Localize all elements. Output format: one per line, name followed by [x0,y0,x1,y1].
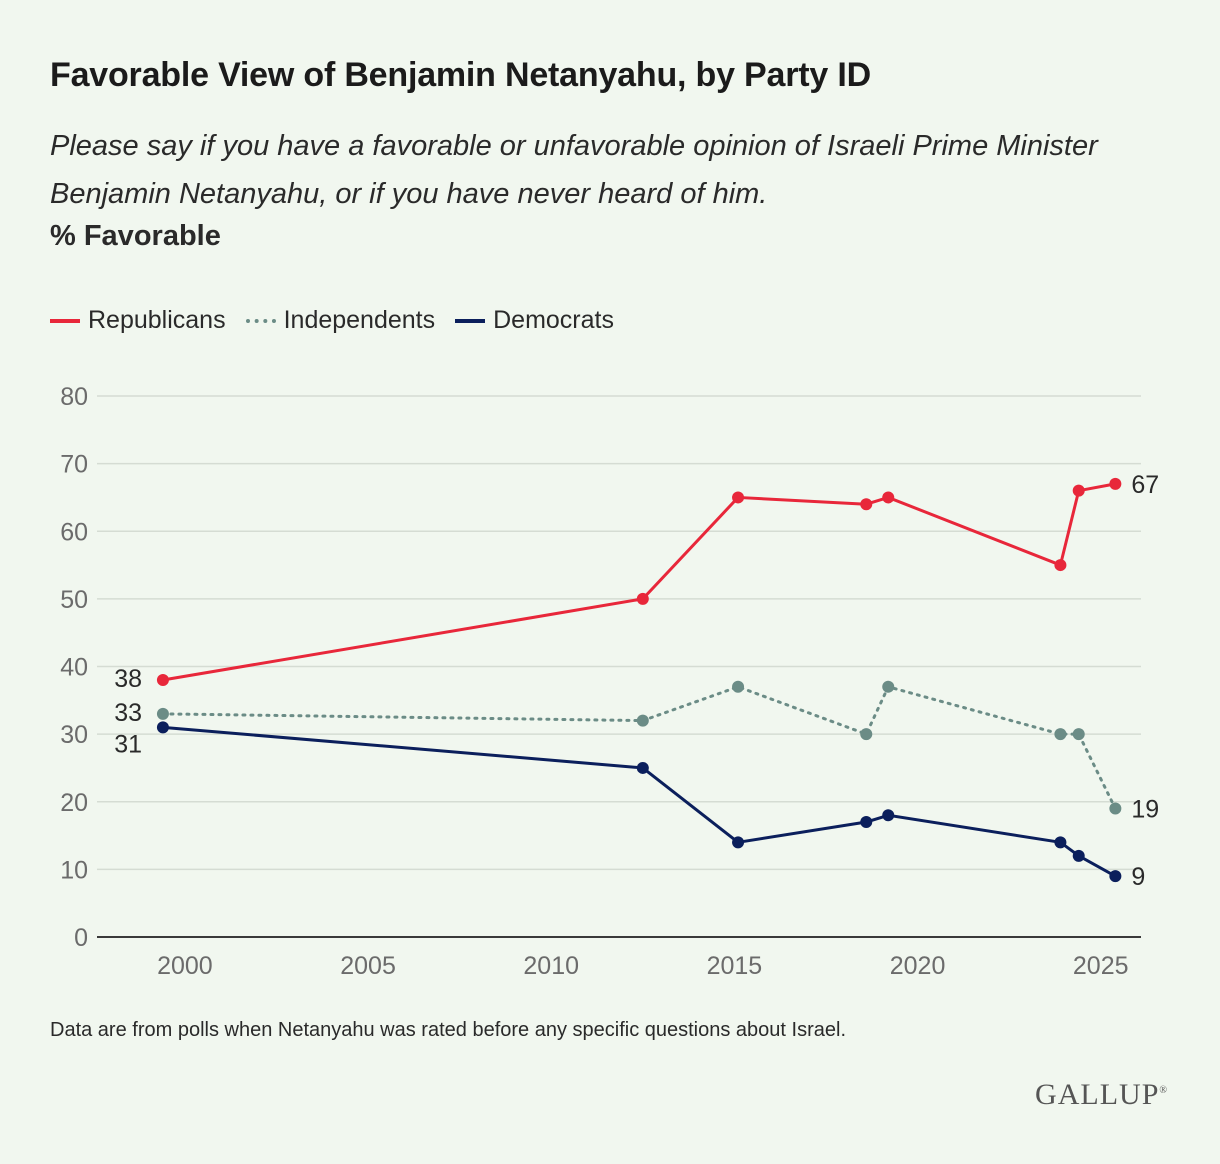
data-point-independents [882,680,895,693]
data-point-republicans [860,498,873,511]
legend-swatch-democrats [455,318,486,323]
data-point-independents [1072,728,1085,741]
data-point-democrats [156,721,169,734]
data-point-republicans [1109,477,1122,490]
data-point-independents [156,707,169,720]
data-point-independents [636,714,649,727]
legend-swatch-independents [245,318,276,323]
x-tick-label: 2010 [523,952,579,980]
chart-title: Favorable View of Benjamin Netanyahu, by… [50,56,871,94]
start-label-republicans: 38 [114,665,142,693]
y-tick-label: 60 [60,518,88,546]
end-label-republicans: 67 [1131,471,1159,499]
data-point-republicans [1054,559,1067,572]
start-label-independents: 33 [114,699,142,727]
end-label-democrats: 9 [1131,863,1145,891]
y-tick-label: 30 [60,721,88,749]
data-point-democrats [636,761,649,774]
y-tick-label: 80 [60,383,88,411]
line-chart: 0 10 20 30 40 50 60 70 80 2000 2005 2010 2015 2020 202… [60,383,1159,980]
measure-label: % Favorable [50,220,221,252]
data-point-independents [860,728,873,741]
x-tick-label: 2020 [890,952,946,980]
legend-item-independents: Independents [245,306,436,335]
data-point-republicans [156,674,169,687]
gallup-logo: GALLUP® [1035,1078,1168,1111]
data-point-independents [1054,728,1067,741]
chart-subtitle: Please say if you have a favorable or un… [50,130,1098,210]
data-point-republicans [636,592,649,605]
chart-legend: Republicans Independents Democrats [50,306,634,335]
data-point-democrats [1054,836,1067,849]
data-point-democrats [1109,870,1122,883]
x-tick-label: 2005 [340,952,396,980]
start-label-democrats: 31 [114,730,142,758]
y-tick-label: 20 [60,789,88,817]
legend-item-republicans: Republicans [50,306,226,335]
data-point-independents [732,680,745,693]
legend-item-democrats: Democrats [455,306,614,335]
legend-label-republicans: Republicans [88,306,226,334]
data-point-republicans [732,491,745,504]
x-tick-label: 2025 [1073,952,1129,980]
data-point-republicans [882,491,895,504]
series-line-republicans [162,482,1116,682]
data-point-democrats [1072,849,1085,862]
x-tick-label: 2000 [157,952,213,980]
y-tick-label: 10 [60,856,88,884]
data-point-democrats [882,809,895,822]
data-point-independents [1109,802,1122,815]
data-point-democrats [732,836,745,849]
data-point-democrats [860,816,873,829]
legend-swatch-republicans [50,318,80,323]
gallup-logo-text: GALLUP [1035,1078,1160,1111]
footnote: Data are from polls when Netanyahu was r… [50,1019,846,1041]
y-tick-label: 40 [60,654,88,682]
end-label-independents: 19 [1131,796,1159,824]
series-line-independents [161,685,1117,811]
y-tick-label: 50 [60,586,88,614]
x-tick-label: 2015 [707,952,763,980]
y-tick-label: 0 [74,924,88,952]
data-point-republicans [1072,484,1085,497]
legend-label-democrats: Democrats [493,306,614,334]
legend-label-independents: Independents [283,306,436,334]
y-tick-label: 70 [60,451,88,479]
